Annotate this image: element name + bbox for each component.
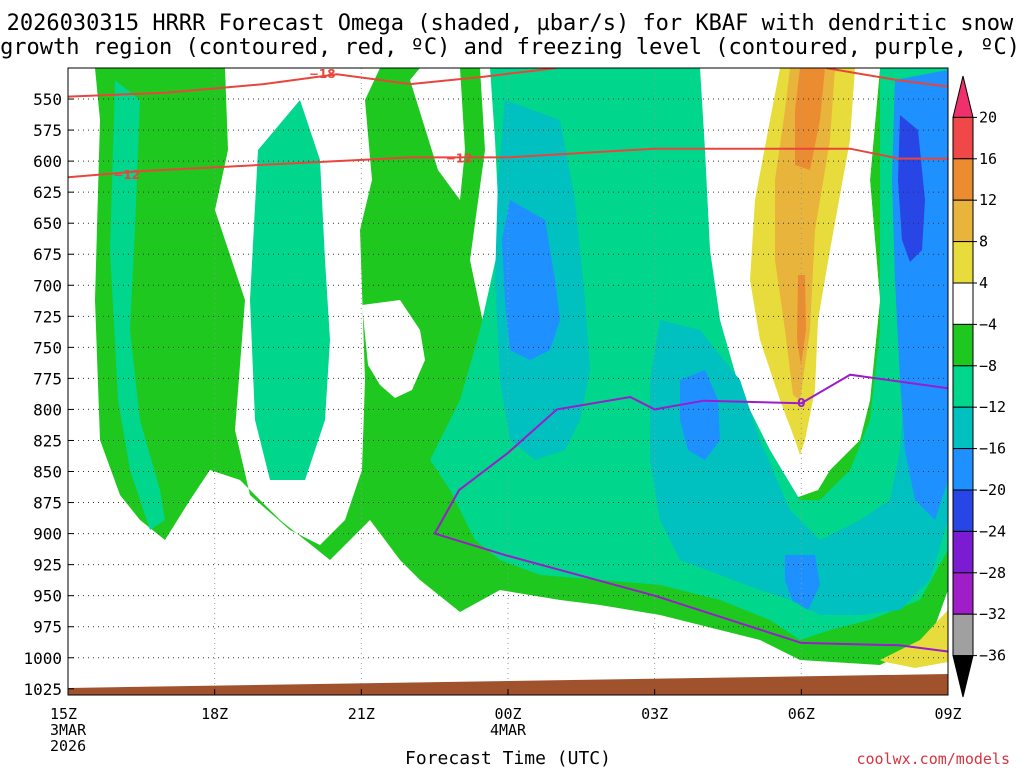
dgz-minus18-contour-right (825, 68, 948, 88)
chart-title-line-1: 2026030315 HRRR Forecast Omega (shaded, … (7, 11, 1014, 36)
colorbar-bin (952, 199, 974, 243)
colorbar-label: 4 (979, 274, 988, 292)
y-tick-label: 1025 (23, 680, 62, 699)
colorbar-bin (952, 448, 974, 491)
y-tick-label: 825 (33, 431, 62, 450)
colorbar-label: −24 (979, 522, 1006, 540)
x-tick-label: 09Z (934, 705, 961, 723)
dgz-minus12-contour (68, 147, 948, 179)
omega-region-blue-2 (680, 370, 720, 460)
y-tick-label: 650 (33, 214, 62, 233)
colorbar-bin (952, 116, 974, 160)
dgz-minus12-label-left: −12 (113, 168, 140, 182)
freezing-level-contour (433, 373, 948, 535)
colorbar: 20 16 12 8 4 −4 −8 −12 −16 −20 −24 −28 −32 −36 (952, 75, 1006, 698)
x-axis-title: Forecast Time (UTC) (405, 748, 611, 768)
colorbar-bin (952, 489, 974, 532)
x-tick-label: 4MAR (490, 721, 527, 739)
colorbar-bin (952, 158, 974, 201)
y-tick-label: 575 (33, 121, 62, 140)
colorbar-label: −8 (979, 357, 997, 375)
colorbar-label: −36 (979, 647, 1006, 665)
contour-lines (68, 68, 948, 653)
chart-title-line-2: growth region (contoured, red, ºC) and f… (0, 35, 1020, 60)
terrain-ground (68, 674, 948, 695)
colorbar-label: 12 (979, 191, 997, 209)
y-tick-label: 750 (33, 338, 62, 357)
y-tick-label: 975 (33, 618, 62, 637)
omega-gap-white-2 (700, 68, 880, 495)
colorbar-bin (952, 530, 974, 574)
colorbar-label: −32 (979, 605, 1006, 623)
credit-text: coolwx.com/models (856, 750, 1010, 768)
y-tick-label: 800 (33, 400, 62, 419)
colorbar-label: 16 (979, 150, 997, 168)
colorbar-bin (952, 655, 974, 698)
colorbar-label: −4 (979, 315, 997, 333)
x-tick-label: 06Z (788, 705, 815, 723)
colorbar-bin (952, 365, 974, 408)
y-tick-label: 550 (33, 90, 62, 109)
omega-hole-white (362, 300, 425, 398)
y-tick-label: 900 (33, 525, 62, 544)
colorbar-bin (952, 241, 974, 284)
y-tick-label: 850 (33, 463, 62, 482)
omega-region-blue-3 (785, 555, 820, 610)
y-axis-tick-labels: 550 575 600 625 650 675 700 725 750 775 800 825 850 8… (23, 90, 74, 699)
x-tick-label: 03Z (641, 705, 668, 723)
dgz-minus18-label: −18 (309, 67, 336, 81)
y-tick-label: 775 (33, 369, 62, 388)
x-tick-label: 00Z (494, 705, 521, 723)
freezing-level-label: 0 (797, 396, 805, 410)
x-tick-label: 3MAR (50, 721, 87, 739)
colorbar-bin (952, 323, 974, 367)
omega-region-gold (775, 68, 835, 400)
omega-region-orange-2 (797, 275, 806, 365)
omega-region-dark-blue (898, 115, 925, 262)
colorbar-label: −12 (979, 398, 1006, 416)
grid-lines (68, 68, 948, 695)
omega-gap-white (410, 68, 465, 200)
colorbar-bin (952, 282, 974, 325)
omega-shading (95, 68, 948, 668)
y-tick-label: 925 (33, 556, 62, 575)
colorbar-label: 8 (979, 233, 988, 251)
y-tick-label: 1000 (23, 649, 62, 668)
colorbar-bin (952, 613, 974, 657)
y-tick-label: 875 (33, 494, 62, 513)
y-tick-label: 725 (33, 307, 62, 326)
omega-region-cyan-2 (650, 70, 948, 615)
x-tick-label: 15Z (50, 705, 77, 723)
colorbar-bin (952, 572, 974, 615)
dgz-minus12-label-mid: −12 (446, 152, 473, 166)
y-tick-label: 950 (33, 587, 62, 606)
omega-region-teal-green-2 (250, 100, 330, 480)
colorbar-bin (952, 75, 974, 118)
omega-region-blue (502, 200, 560, 360)
colorbar-bin (952, 406, 974, 450)
omega-region-yellow-2 (880, 610, 948, 668)
y-tick-label: 600 (33, 152, 62, 171)
x-tick-label: 2026 (50, 737, 86, 755)
x-tick-label: 21Z (348, 705, 375, 723)
colorbar-label: −28 (979, 564, 1006, 582)
y-tick-label: 625 (33, 183, 62, 202)
colorbar-label: −20 (979, 481, 1006, 499)
freezing-level-contour-lower (434, 532, 948, 653)
colorbar-label: 20 (979, 108, 997, 126)
colorbar-label: −16 (979, 440, 1006, 458)
omega-region-orange (795, 68, 825, 170)
dgz-minus18-contour (68, 68, 558, 98)
y-tick-label: 675 (33, 245, 62, 264)
x-tick-label: 18Z (201, 705, 228, 723)
contour-labels: −12 −12 −18 0 (113, 67, 805, 410)
y-tick-label: 700 (33, 276, 62, 295)
